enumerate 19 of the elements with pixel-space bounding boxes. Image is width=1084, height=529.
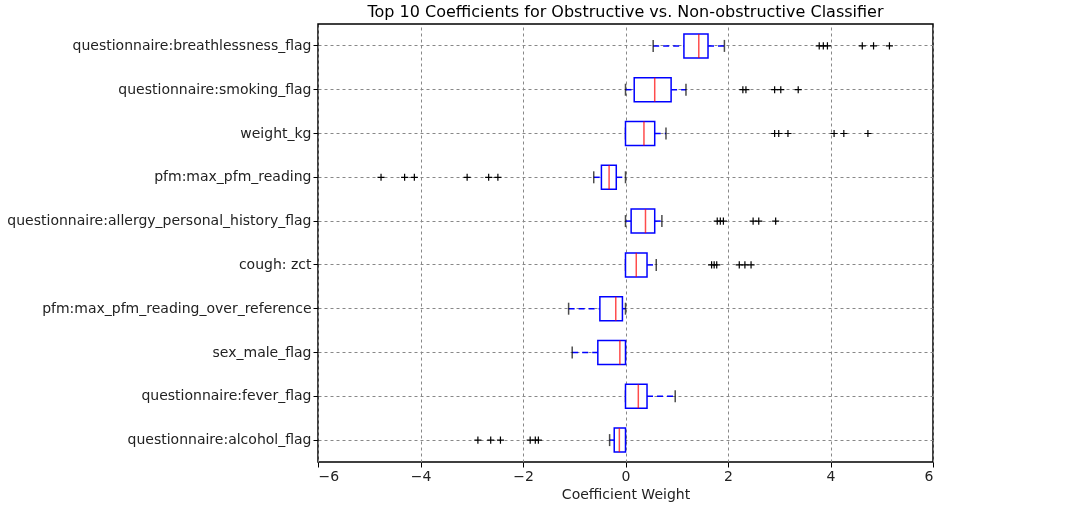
x-axis-title: Coefficient Weight <box>561 485 691 502</box>
x-tick-label: 0 <box>621 467 631 484</box>
x-tick-label: 2 <box>724 467 733 484</box>
y-tick-label: questionnaire:alcohol_flag <box>127 431 312 448</box>
chart-title: Top 10 Coefficients for Obstructive vs. Non-obstructive Classifier <box>366 2 884 21</box>
y-tick-label: sex_male_flag <box>212 343 312 360</box>
y-tick-label: questionnaire:fever_flag <box>141 387 312 404</box>
x-tick-label: 4 <box>826 467 836 484</box>
x-tick-label: −4 <box>410 467 432 484</box>
y-tick-label: pfm:max_pfm_reading_over_reference <box>42 299 312 316</box>
x-tick-label: 6 <box>924 467 934 484</box>
y-tick-label: questionnaire:allergy_personal_history_flag <box>7 212 312 229</box>
y-tick-label: weight_kg <box>240 124 312 141</box>
y-tick-label: questionnaire:breathlessness_flag <box>72 36 312 53</box>
y-tick-label: questionnaire:smoking_flag <box>118 80 312 97</box>
x-tick-label: −6 <box>318 467 340 484</box>
y-tick-label: pfm:max_pfm_reading <box>154 168 312 185</box>
y-tick-label: cough: zct <box>238 255 312 272</box>
x-tick-label: −2 <box>513 467 534 484</box>
